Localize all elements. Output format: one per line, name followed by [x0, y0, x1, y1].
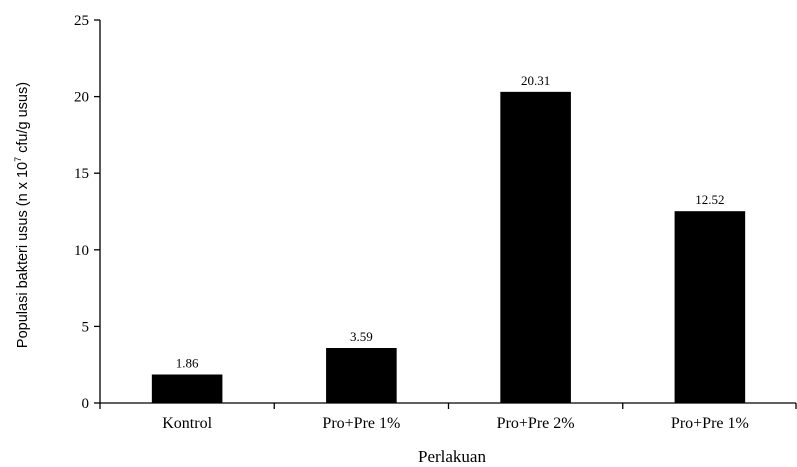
data-label: 1.86 — [176, 356, 199, 371]
x-category-label: Kontrol — [162, 415, 212, 432]
y-axis-title-superscript: 7 — [13, 157, 23, 162]
data-label: 20.31 — [521, 73, 550, 88]
bar — [326, 348, 397, 403]
x-category-label: Pro+Pre 1% — [671, 415, 749, 432]
bar — [151, 374, 223, 403]
y-tick-label: 15 — [74, 166, 89, 182]
x-category-label: Pro+Pre 2% — [497, 415, 575, 432]
bar — [674, 211, 746, 403]
y-axis-title: Populasi bakteri usus (n x 107 cfu/g usu… — [13, 82, 31, 348]
x-axis-title: Perlakuan — [418, 447, 486, 466]
data-label: 3.59 — [350, 329, 373, 344]
y-axis-title-prefix: Populasi bakteri usus (n x 10 — [15, 162, 31, 348]
bar — [500, 91, 571, 403]
x-category-label: Pro+Pre 1% — [322, 415, 400, 432]
y-tick-label: 20 — [74, 90, 89, 106]
plot-area: 0 5 10 15 20 25 1.86 Kontrol 3.59 Pro+Pre 1% 20.31… — [74, 13, 797, 432]
y-tick-label: 5 — [82, 319, 90, 335]
y-tick-label: 25 — [74, 13, 89, 29]
y-axis-title-suffix: cfu/g usus) — [15, 82, 31, 157]
data-label: 12.52 — [695, 192, 724, 207]
y-tick-label: 0 — [82, 396, 90, 412]
y-tick-label: 10 — [74, 243, 89, 259]
